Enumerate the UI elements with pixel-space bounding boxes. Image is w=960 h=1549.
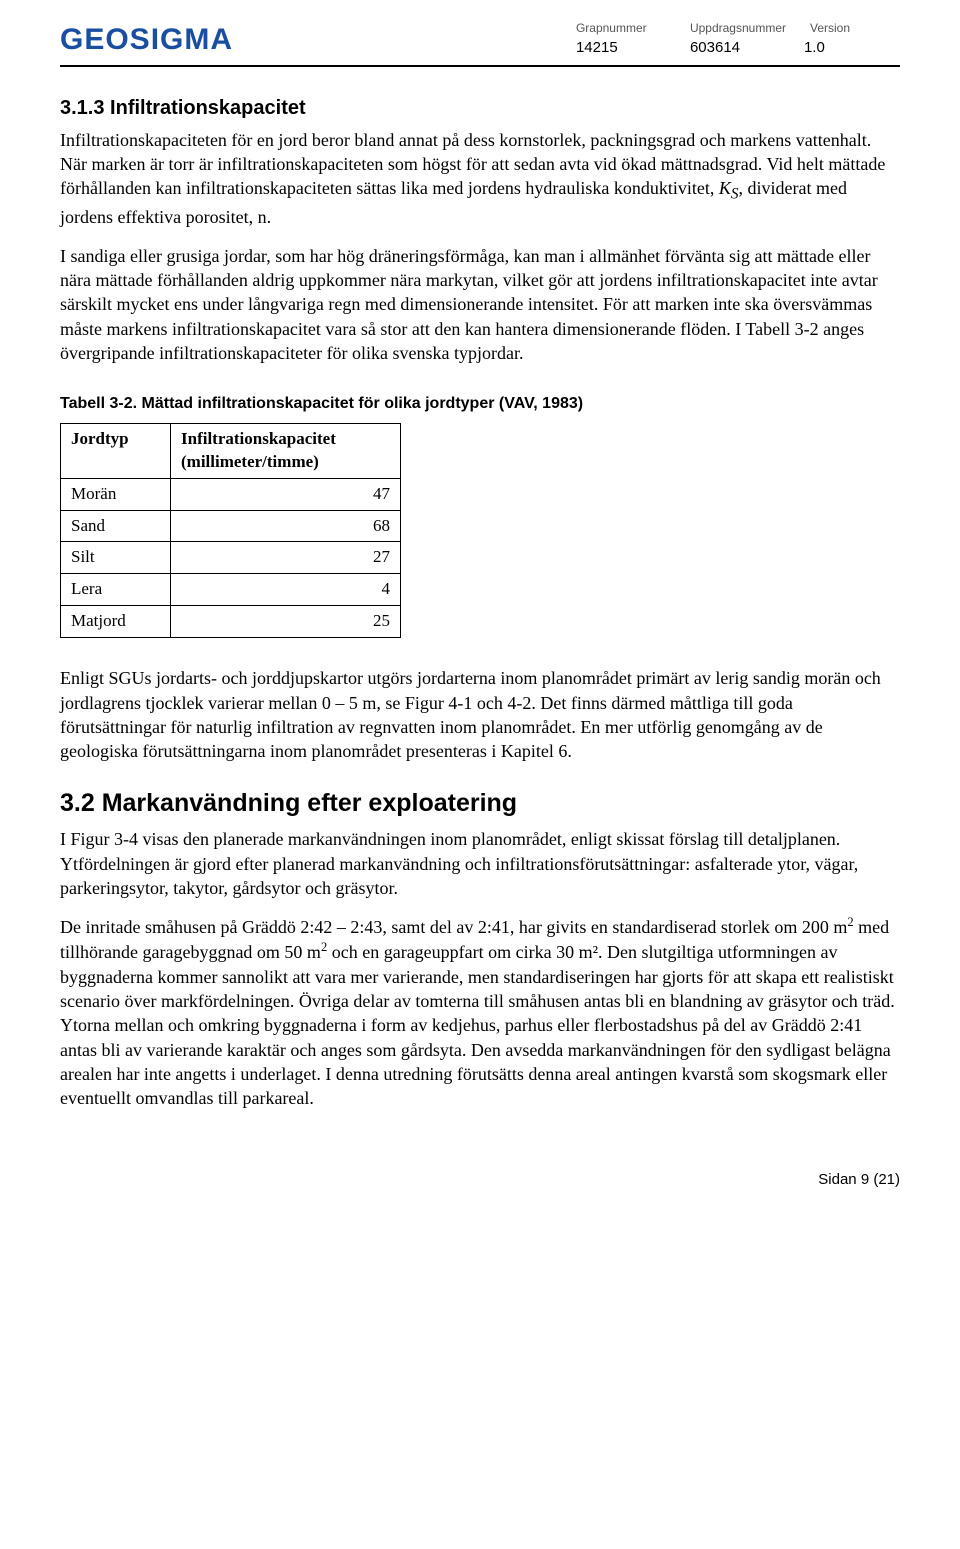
td-name: Sand	[61, 510, 171, 542]
doc-meta: Grapnummer Uppdragsnummer Version 14215 …	[576, 20, 900, 58]
meta-label-grapnummer: Grapnummer	[576, 20, 666, 36]
logo-text: GEOSIGMA	[60, 20, 233, 61]
heading-3-2: 3.2 Markanvändning efter exploatering	[60, 787, 900, 821]
td-name: Matjord	[61, 606, 171, 638]
para-32-2c: och en garageuppfart om cirka 30 m². Den…	[60, 942, 895, 1108]
th-jordtyp: Jordtyp	[61, 423, 171, 478]
meta-label-version: Version	[810, 20, 900, 36]
td-name: Silt	[61, 542, 171, 574]
table-row: Lera 4	[61, 574, 401, 606]
table-3-2-caption: Tabell 3-2. Mättad infiltrationskapacite…	[60, 393, 900, 415]
page-footer: Sidan 9 (21)	[60, 1170, 900, 1190]
table-header-row: Jordtyp Infiltrationskapacitet (millimet…	[61, 423, 401, 478]
table-row: Morän 47	[61, 478, 401, 510]
table-3-2: Jordtyp Infiltrationskapacitet (millimet…	[60, 423, 401, 639]
td-value: 25	[171, 606, 401, 638]
var-k: K	[719, 178, 731, 198]
td-name: Morän	[61, 478, 171, 510]
td-value: 4	[171, 574, 401, 606]
meta-value-version: 1.0	[804, 38, 894, 58]
para-32-2: De inritade småhusen på Gräddö 2:42 – 2:…	[60, 914, 900, 1110]
meta-label-uppdragsnummer: Uppdragsnummer	[690, 20, 786, 36]
td-name: Lera	[61, 574, 171, 606]
heading-3-1-3: 3.1.3 Infiltrationskapacitet	[60, 95, 900, 122]
table-row: Sand 68	[61, 510, 401, 542]
td-value: 27	[171, 542, 401, 574]
table-row: Silt 27	[61, 542, 401, 574]
th-infiltration: Infiltrationskapacitet (millimeter/timme…	[171, 423, 401, 478]
page-header: GEOSIGMA Grapnummer Uppdragsnummer Versi…	[60, 20, 900, 67]
td-value: 68	[171, 510, 401, 542]
meta-value-uppdragsnummer: 603614	[690, 38, 780, 58]
para-post-table: Enligt SGUs jordarts- och jorddjupskarto…	[60, 666, 900, 763]
para-32-2a: De inritade småhusen på Gräddö 2:42 – 2:…	[60, 917, 847, 937]
var-k-sub: S	[731, 186, 739, 203]
table-row: Matjord 25	[61, 606, 401, 638]
para-313-1: Infiltrationskapaciteten för en jord ber…	[60, 128, 900, 230]
para-32-1: I Figur 3-4 visas den planerade markanvä…	[60, 827, 900, 900]
para-313-2: I sandiga eller grusiga jordar, som har …	[60, 244, 900, 365]
td-value: 47	[171, 478, 401, 510]
page-number: Sidan 9 (21)	[818, 1171, 900, 1188]
meta-value-grapnummer: 14215	[576, 38, 666, 58]
